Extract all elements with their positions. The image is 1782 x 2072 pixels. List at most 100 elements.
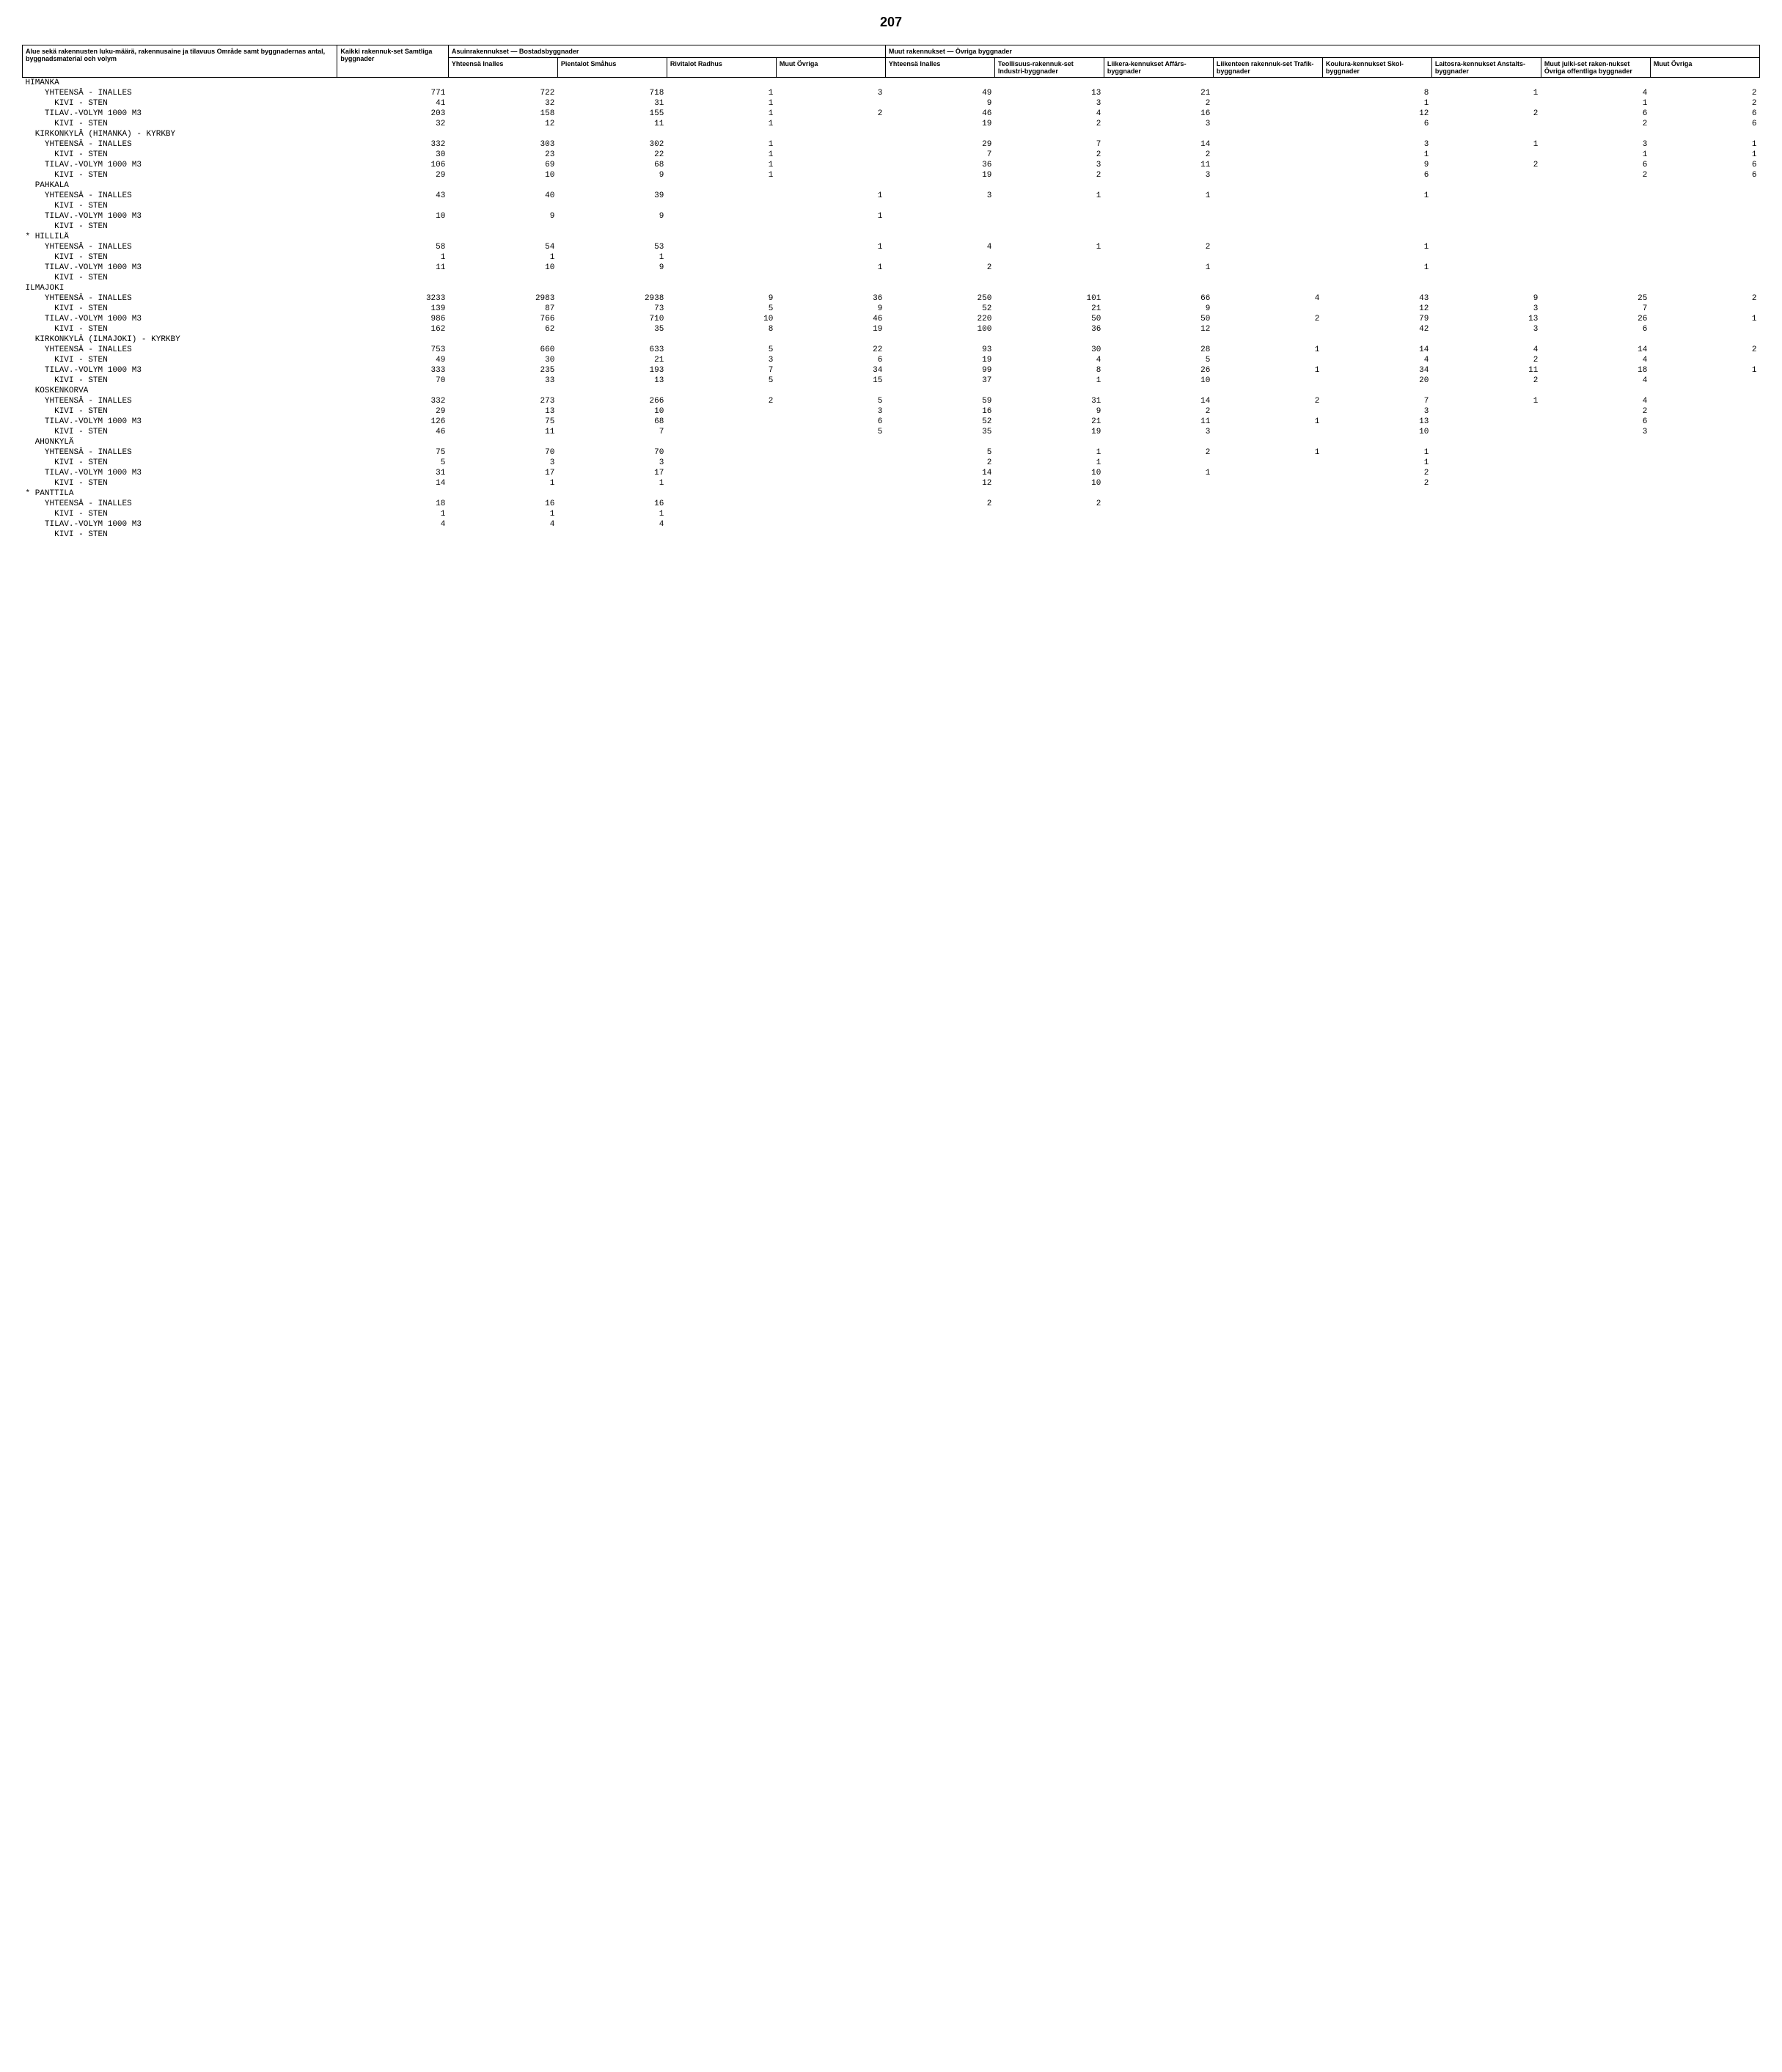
data-cell: 49 [885,88,994,98]
row-label: YHTEENSÄ - INALLES [23,396,337,406]
data-cell: 2 [994,150,1104,160]
row-label: KIVI - STEN [23,304,337,314]
section-name: KIRKONKYLÄ (ILMAJOKI) - KYRKBY [23,334,1760,345]
data-cell [1541,191,1650,201]
data-cell: 11 [557,119,667,129]
data-cell: 5 [667,376,776,386]
data-cell: 722 [448,88,557,98]
data-cell [1213,263,1322,273]
data-cell: 6 [1541,160,1650,170]
data-cell: 106 [337,160,449,170]
data-cell: 126 [337,417,449,427]
data-cell: 2 [667,396,776,406]
data-cell [994,252,1104,263]
data-cell: 1 [994,458,1104,468]
header-col: Teollisuus-rakennuk-set Industri-byggnad… [994,58,1104,78]
data-cell [1322,222,1431,232]
data-cell [557,222,667,232]
data-cell: 3 [994,98,1104,109]
data-cell: 1 [557,252,667,263]
data-cell: 4 [557,519,667,530]
table-body: HIMANKA YHTEENSÄ - INALLES77172271813491… [23,78,1760,541]
data-cell [1431,119,1541,129]
data-cell [1541,458,1650,468]
data-cell [1213,201,1322,211]
data-cell: 1 [1650,314,1759,324]
data-cell: 4 [1541,376,1650,386]
data-cell [667,499,776,509]
data-cell: 5 [776,396,885,406]
data-cell: 28 [1104,345,1213,355]
header-area: Alue sekä rakennusten luku-määrä, rakenn… [23,45,337,78]
data-cell [1213,242,1322,252]
data-cell [667,242,776,252]
data-cell: 4 [885,242,994,252]
data-cell [1431,191,1541,201]
data-cell [667,252,776,263]
data-cell: 1 [1541,98,1650,109]
data-cell [667,447,776,458]
data-cell: 771 [337,88,449,98]
data-cell [1431,170,1541,180]
row-label: KIVI - STEN [23,170,337,180]
data-cell [994,201,1104,211]
data-cell: 9 [667,293,776,304]
data-cell: 25 [1541,293,1650,304]
header-col: Muut julki-set raken-nukset Övriga offen… [1541,58,1650,78]
data-cell: 3 [1541,427,1650,437]
data-cell [448,222,557,232]
data-table: Alue sekä rakennusten luku-määrä, rakenn… [22,45,1760,540]
data-cell [1431,530,1541,540]
data-cell [1104,519,1213,530]
data-cell [667,519,776,530]
data-cell [1213,191,1322,201]
row-label: YHTEENSÄ - INALLES [23,191,337,201]
data-cell: 10 [337,211,449,222]
data-cell: 9 [1431,293,1541,304]
header-col: Muut Övriga [1650,58,1759,78]
data-cell: 7 [885,150,994,160]
data-cell: 6 [1650,119,1759,129]
row-label: KIVI - STEN [23,509,337,519]
data-cell: 332 [337,139,449,150]
data-cell [1322,499,1431,509]
page-number: 207 [22,15,1760,30]
section-name: PAHKALA [23,180,1760,191]
data-cell: 3233 [337,293,449,304]
data-cell: 1 [1322,263,1431,273]
data-cell [448,201,557,211]
data-cell [1213,458,1322,468]
data-cell [1650,273,1759,283]
row-label: KIVI - STEN [23,324,337,334]
data-cell: 220 [885,314,994,324]
data-cell: 17 [448,468,557,478]
data-cell: 13 [1431,314,1541,324]
data-cell: 12 [448,119,557,129]
data-cell: 23 [448,150,557,160]
data-cell: 718 [557,88,667,98]
data-cell [1213,119,1322,129]
data-cell: 19 [994,427,1104,437]
data-cell: 1 [1104,263,1213,273]
data-cell: 1 [337,509,449,519]
data-cell: 30 [337,150,449,160]
data-cell: 5 [776,427,885,437]
data-cell: 32 [337,119,449,129]
data-cell: 710 [557,314,667,324]
data-cell: 19 [885,355,994,365]
data-cell: 69 [448,160,557,170]
data-cell [1213,324,1322,334]
data-cell: 193 [557,365,667,376]
data-cell: 40 [448,191,557,201]
row-label: KIVI - STEN [23,427,337,437]
data-cell [885,201,994,211]
section-name: ILMAJOKI [23,283,1760,293]
data-cell [1650,355,1759,365]
data-cell [667,458,776,468]
data-cell: 14 [1541,345,1650,355]
data-cell: 22 [776,345,885,355]
data-cell: 203 [337,109,449,119]
data-cell [994,263,1104,273]
data-cell [1541,468,1650,478]
data-cell: 6 [1650,160,1759,170]
